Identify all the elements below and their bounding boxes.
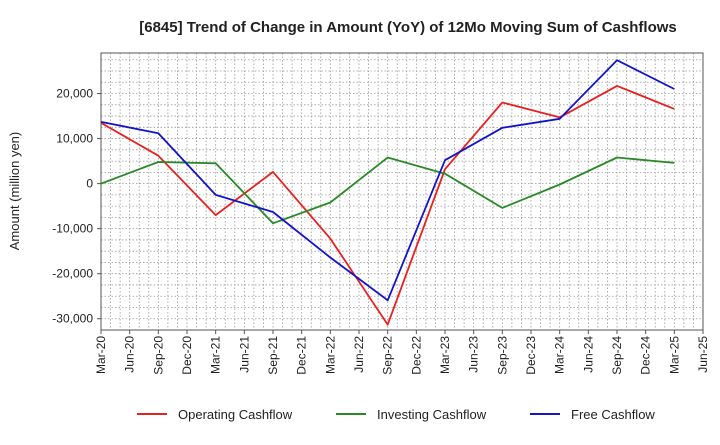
x-tick-label: Mar-25 — [667, 336, 681, 374]
y-tick-label: -20,000 — [52, 267, 93, 281]
x-tick-label: Dec-23 — [524, 336, 538, 375]
x-axis-ticks: Mar-20 Jun-20 Sep-20 Dec-20 Mar-21 Jun-21 Sep-… — [94, 330, 710, 375]
x-tick-label: Jun-24 — [581, 336, 595, 373]
y-tick-label: 20,000 — [56, 87, 93, 101]
x-tick-label: Dec-20 — [180, 336, 194, 375]
x-tick-label: Mar-22 — [323, 336, 337, 374]
x-tick-label: Jun-23 — [467, 336, 481, 373]
x-tick-label: Mar-23 — [438, 336, 452, 374]
y-tick-label: -10,000 — [52, 222, 93, 236]
x-tick-label: Mar-20 — [94, 336, 108, 374]
y-tick-label: -30,000 — [52, 312, 93, 326]
y-tick-label: 0 — [86, 177, 93, 191]
x-tick-label: Sep-22 — [381, 336, 395, 375]
x-tick-label: Jun-22 — [352, 336, 366, 373]
legend-label-free-cashflow: Free Cashflow — [571, 407, 655, 422]
series-line-operating-cashflow — [100, 85, 675, 326]
legend-label-operating-cashflow: Operating Cashflow — [178, 407, 293, 422]
x-tick-label: Mar-24 — [553, 336, 567, 374]
y-axis-label: Amount (million yen) — [7, 132, 22, 251]
series-line-free-cashflow — [100, 59, 675, 302]
series-lines — [100, 59, 675, 326]
y-axis-ticks: 20,000 10,000 0 -10,000 -20,000 -30,000 — [52, 87, 101, 326]
y-tick-label: 10,000 — [56, 132, 93, 146]
legend: Operating Cashflow Investing Cashflow Free… — [137, 407, 655, 422]
chart-title: [6845] Trend of Change in Amount (YoY) o… — [139, 19, 677, 36]
plot-area-frame — [100, 52, 704, 331]
x-tick-label: Jun-21 — [237, 336, 251, 373]
x-tick-label: Sep-23 — [495, 336, 509, 375]
series-line-investing-cashflow — [100, 156, 675, 225]
x-tick-label: Jun-25 — [696, 336, 710, 373]
legend-label-investing-cashflow: Investing Cashflow — [377, 407, 487, 422]
grid — [101, 53, 703, 330]
x-tick-label: Sep-24 — [610, 336, 624, 375]
x-tick-label: Dec-24 — [639, 336, 653, 375]
x-tick-label: Dec-21 — [295, 336, 309, 375]
x-tick-label: Jun-20 — [123, 336, 137, 373]
x-tick-label: Sep-21 — [266, 336, 280, 375]
x-tick-label: Sep-20 — [151, 336, 165, 375]
x-tick-label: Dec-22 — [409, 336, 423, 375]
x-tick-label: Mar-21 — [209, 336, 223, 374]
